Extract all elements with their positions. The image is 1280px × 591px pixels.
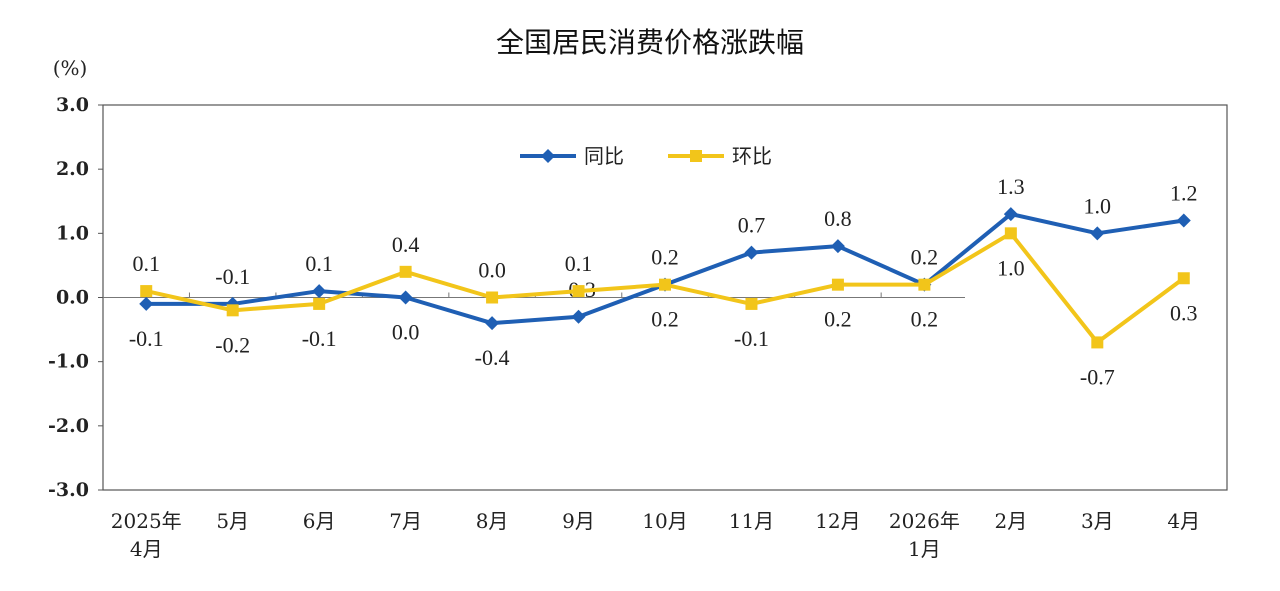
data-label: 0.2 [911,307,939,332]
data-label: 0.1 [565,251,593,276]
data-point [744,245,759,260]
data-label: -0.7 [1080,364,1115,389]
data-label: 1.2 [1170,181,1198,206]
data-label: 0.8 [824,206,852,231]
data-label: -0.1 [302,326,337,351]
x-tick-label: 2月 [994,509,1027,533]
data-label: 1.0 [1084,193,1112,218]
data-point [745,297,758,310]
x-tick-label: 1月 [908,537,941,561]
legend-label: 环比 [732,144,772,168]
data-point [830,239,845,254]
x-tick-label: 10月 [642,509,687,533]
y-tick-label: -1.0 [48,351,89,373]
data-point [312,284,327,299]
data-label: 1.0 [997,255,1025,280]
data-point [831,278,844,291]
data-point [226,304,239,317]
data-label: 0.1 [132,251,160,276]
data-label: -0.4 [475,345,510,370]
data-label: 0.0 [392,320,420,345]
data-label: 0.0 [478,258,506,283]
data-label: -0.2 [215,332,250,357]
y-tick-label: -3.0 [48,479,89,501]
data-point [1004,227,1017,240]
data-label: 0.3 [1170,300,1198,325]
data-point [399,265,412,278]
data-label: -0.1 [129,326,164,351]
data-point [1177,272,1190,285]
data-point [313,297,326,310]
data-point [1003,207,1018,222]
legend-label: 同比 [584,144,624,168]
data-label: 0.2 [651,245,679,270]
data-point [571,309,586,324]
y-tick-label: 0.0 [56,287,89,309]
data-label: 0.2 [824,307,852,332]
x-tick-label: 2025年 [111,509,182,533]
x-tick-label: 4月 [130,537,163,561]
data-label: -0.1 [215,264,250,289]
x-tick-label: 3月 [1081,509,1114,533]
x-tick-label: 5月 [216,509,249,533]
data-point [572,285,585,298]
x-tick-label: 8月 [476,509,509,533]
x-tick-label: 12月 [815,509,860,533]
data-label: 0.1 [305,251,333,276]
y-tick-label: 3.0 [56,94,89,116]
data-point [140,285,153,298]
y-tick-label: 2.0 [56,158,89,180]
x-tick-label: 4月 [1167,509,1200,533]
y-tick-label: -2.0 [48,415,89,437]
data-label: 0.2 [651,307,679,332]
data-point [485,316,500,331]
data-point [918,278,931,291]
x-tick-label: 11月 [729,509,774,533]
data-point [486,291,499,304]
data-label: 0.2 [911,245,939,270]
x-tick-label: 7月 [389,509,422,533]
x-tick-label: 6月 [303,509,336,533]
data-point [659,278,671,291]
data-point [139,296,154,311]
y-tick-label: 1.0 [56,222,89,244]
x-tick-label: 2026年 [889,509,960,533]
y-axis-unit: (%) [53,56,88,80]
data-point [1176,213,1191,228]
data-label: 0.7 [738,213,766,238]
data-label: 1.3 [997,174,1025,199]
legend-marker [690,150,702,162]
data-label: -0.1 [734,326,769,351]
data-label: 0.4 [392,232,420,257]
data-point [1090,226,1105,241]
x-tick-label: 9月 [562,509,595,533]
data-point [1091,336,1104,349]
data-point [398,290,413,305]
legend-marker [541,149,555,163]
chart-title: 全国居民消费价格涨跌幅 [496,26,804,59]
